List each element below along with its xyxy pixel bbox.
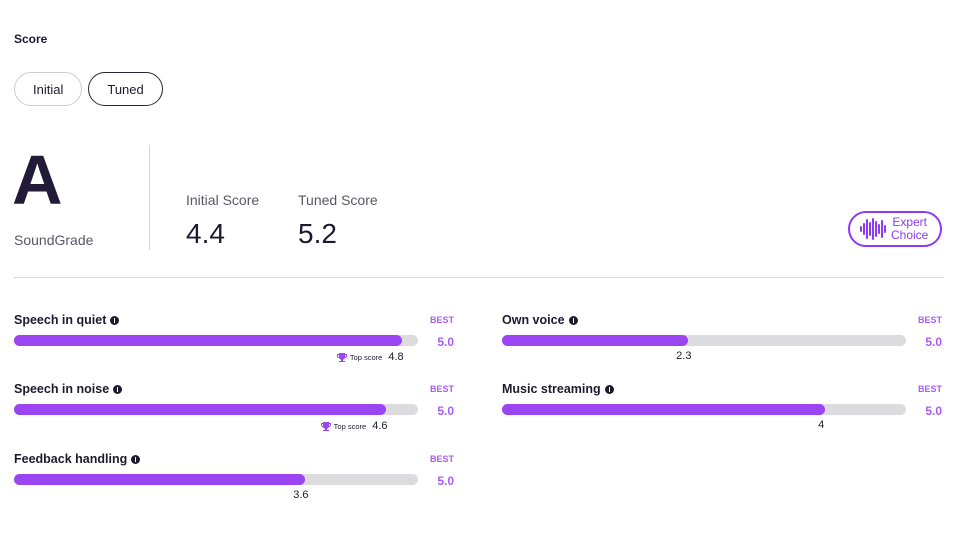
score-bar-fill	[502, 404, 826, 415]
top-score-marker: Top score 4.8	[336, 351, 404, 363]
info-icon[interactable]	[113, 384, 123, 394]
tuned-toggle-button[interactable]: Tuned	[88, 72, 163, 106]
best-value: 5.0	[437, 335, 454, 349]
metric-name: Own voice	[502, 313, 565, 327]
score-bar-track	[14, 335, 418, 346]
tuned-score-value: 5.2	[298, 218, 337, 249]
initial-score-value: 4.4	[186, 218, 225, 249]
score-bar-fill	[14, 404, 386, 415]
bar-value: 4.6	[372, 420, 388, 432]
soundwave-icon	[860, 218, 886, 240]
score-bar-fill	[14, 474, 305, 485]
metric-name: Music streaming	[502, 382, 601, 396]
metric-name: Speech in noise	[14, 382, 110, 396]
best-value: 5.0	[925, 335, 942, 349]
best-label: BEST	[429, 315, 454, 325]
best-label: BEST	[917, 384, 942, 394]
initial-score-label: Initial Score	[186, 192, 260, 208]
metric-name: Feedback handling	[14, 452, 128, 466]
best-value: 5.0	[925, 404, 942, 418]
best-value: 5.0	[437, 474, 454, 488]
vertical-divider	[149, 145, 150, 250]
score-bar-track	[502, 404, 906, 415]
best-label: BEST	[917, 315, 942, 325]
metric-feedback-handling: Feedback handling BEST 5.0 3.6	[14, 452, 454, 514]
best-label: BEST	[429, 384, 454, 394]
info-icon[interactable]	[131, 454, 141, 464]
best-value: 5.0	[437, 404, 454, 418]
initial-score-block: Initial Score 4.4	[186, 192, 259, 250]
bar-value: 4	[818, 419, 825, 431]
score-bar-track	[502, 335, 906, 346]
score-bar-track	[14, 404, 418, 415]
info-icon[interactable]	[568, 315, 578, 325]
score-bar-fill	[14, 335, 402, 346]
top-score-label: Top score	[333, 421, 367, 431]
badge-line-2: Choice	[891, 228, 929, 242]
bar-value: 2.3	[676, 350, 692, 362]
bar-value: 4.8	[388, 351, 404, 363]
metric-music-streaming: Music streaming BEST 5.0 4	[502, 382, 942, 444]
grade-letter: A	[12, 141, 63, 219]
info-icon[interactable]	[604, 384, 614, 394]
top-score-marker: Top score 4.6	[320, 420, 388, 432]
bar-value: 3.6	[293, 489, 309, 501]
score-bar-track	[14, 474, 418, 485]
trophy-icon	[336, 352, 347, 362]
top-score-label: Top score	[349, 352, 383, 362]
grade-caption: SoundGrade	[14, 232, 94, 248]
metric-own-voice: Own voice BEST 5.0 2.3	[502, 313, 942, 375]
score-bar-fill	[502, 335, 688, 346]
score-toggle: Initial Tuned	[14, 72, 163, 106]
badge-line-1: Expert	[892, 215, 928, 229]
info-icon[interactable]	[110, 315, 120, 325]
metric-speech-in-noise: Speech in noise BEST 5.0 Top score 4.6	[14, 382, 454, 444]
horizontal-divider	[14, 277, 944, 278]
trophy-icon	[320, 421, 331, 431]
metric-speech-in-quiet: Speech in quiet BEST 5.0 Top score 4.8	[14, 313, 454, 375]
tuned-score-block: Tuned Score 5.2	[298, 192, 378, 250]
expert-choice-badge[interactable]: Expert Choice	[848, 211, 942, 247]
best-label: BEST	[429, 454, 454, 464]
badge-text: Expert Choice	[891, 216, 928, 242]
section-label-score: Score	[14, 32, 48, 46]
initial-toggle-button[interactable]: Initial	[14, 72, 83, 106]
tuned-score-label: Tuned Score	[298, 192, 378, 208]
metric-name: Speech in quiet	[14, 313, 107, 327]
